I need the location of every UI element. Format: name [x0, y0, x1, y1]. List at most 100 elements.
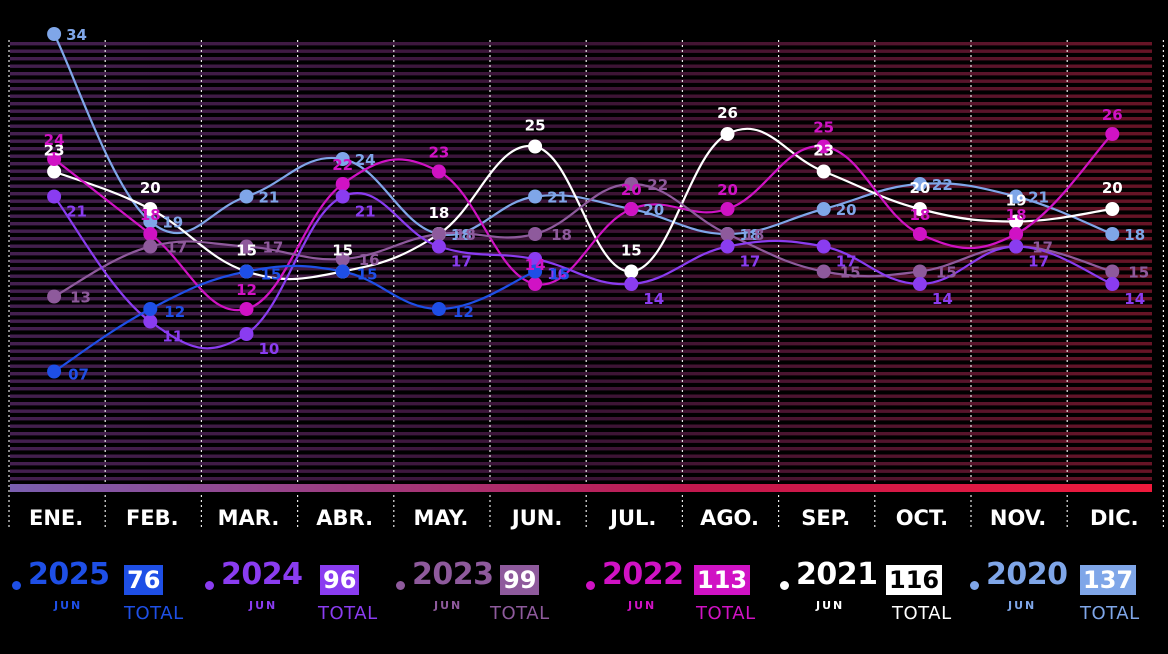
data-label-2020: 19 — [162, 214, 183, 232]
data-label-2020: 18 — [451, 226, 472, 244]
point-2023 — [816, 264, 831, 279]
legend-total-label: TOTAL — [490, 603, 550, 624]
data-label-2020: 18 — [740, 226, 761, 244]
point-2020 — [335, 152, 350, 166]
stripe — [10, 379, 1152, 383]
stripe — [10, 79, 1152, 83]
data-label-2021: 15 — [621, 242, 642, 260]
point-2025 — [335, 264, 350, 279]
stripe — [10, 237, 1152, 241]
x-tick-label: MAY. — [413, 506, 468, 530]
stripe — [10, 364, 1152, 368]
data-label-2020: 20 — [836, 201, 857, 219]
data-label-2020: 34 — [66, 26, 87, 44]
legend-sub: JUN — [816, 599, 845, 612]
stripe — [10, 327, 1152, 331]
point-2024 — [720, 239, 735, 254]
point-2024 — [1105, 277, 1120, 291]
point-2023 — [528, 227, 543, 241]
data-label-2021: 25 — [525, 117, 546, 135]
legend: 2025 JUN 76 TOTAL 2024 JUN 96 TOTAL 2023… — [0, 555, 1168, 645]
point-2025 — [47, 364, 62, 379]
stripe — [10, 282, 1152, 286]
vertical-gridlines — [8, 40, 1165, 530]
point-2022 — [431, 164, 446, 179]
data-label-2025: 15 — [357, 266, 378, 284]
legend-total-value: 76 — [124, 565, 164, 595]
point-2020 — [528, 189, 543, 204]
stripe — [10, 177, 1152, 181]
point-2020 — [912, 177, 927, 191]
stripe — [10, 372, 1152, 376]
stripe — [10, 169, 1152, 173]
legend-dot — [780, 581, 789, 590]
point-2024 — [1009, 239, 1024, 254]
stripe — [10, 319, 1152, 323]
x-tick-label: AGO. — [700, 506, 759, 530]
data-label-2020: 24 — [355, 151, 376, 169]
point-2024 — [624, 277, 639, 291]
point-2022 — [528, 277, 543, 291]
x-axis-labels: ENE. FEB. MAR. ABR. MAY. JUN. JUL. AGO. SEP. OCT.… — [29, 506, 1139, 530]
stripe — [10, 184, 1152, 188]
x-tick-label: ABR. — [316, 506, 373, 530]
stripe — [10, 199, 1152, 203]
data-label-2022: 20 — [717, 181, 738, 199]
data-label-2021: 26 — [717, 104, 738, 122]
legend-total-label: TOTAL — [696, 603, 756, 624]
point-2021 — [816, 164, 831, 179]
legend-year: 2024 — [221, 557, 303, 592]
data-label-2024: 14 — [932, 290, 953, 308]
point-2022 — [143, 227, 158, 241]
legend-sub: JUN — [249, 599, 278, 612]
data-label-2021: 15 — [332, 242, 353, 260]
legend-dot — [205, 581, 214, 590]
point-2020 — [239, 189, 254, 204]
x-tick-label: FEB. — [126, 506, 179, 530]
point-2024 — [912, 277, 927, 291]
data-label-2022: 26 — [1102, 106, 1123, 124]
stripe — [10, 342, 1152, 346]
legend-total-value: 99 — [500, 565, 540, 595]
data-label-2023: 13 — [70, 289, 91, 307]
legend-total-value: 113 — [694, 565, 751, 595]
data-label-2021: 23 — [44, 142, 65, 160]
stripe — [10, 49, 1152, 53]
point-2021 — [624, 264, 639, 279]
point-2024 — [143, 314, 158, 329]
stripe — [10, 387, 1152, 391]
stripe — [10, 192, 1152, 196]
data-label-2024: 16 — [547, 265, 568, 283]
data-label-2022: 20 — [621, 181, 642, 199]
point-2021 — [528, 139, 543, 154]
point-2022 — [239, 302, 254, 316]
point-2021 — [143, 202, 158, 216]
stripe — [10, 64, 1152, 68]
stripe — [10, 117, 1152, 121]
data-label-2021: 20 — [1102, 179, 1123, 197]
legend-year: 2022 — [602, 557, 684, 592]
data-label-2023: 17 — [1032, 239, 1053, 257]
point-2022 — [912, 227, 927, 241]
point-2020 — [47, 27, 62, 41]
data-label-2024: 21 — [355, 203, 376, 221]
data-label-2025: 12 — [453, 303, 474, 321]
stripe — [10, 424, 1152, 428]
data-label-2020: 21 — [547, 189, 568, 207]
stripe — [10, 274, 1152, 278]
stripe — [10, 304, 1152, 308]
stripe — [10, 289, 1152, 293]
stripe — [10, 312, 1152, 316]
legend-total-label: TOTAL — [1080, 603, 1140, 624]
data-label-2023: 18 — [551, 226, 572, 244]
legend-year: 2023 — [412, 557, 494, 592]
legend-year: 2020 — [986, 557, 1068, 592]
point-2022 — [624, 202, 639, 216]
point-2022 — [335, 177, 350, 191]
data-label-2023: 15 — [840, 264, 861, 282]
x-tick-label: JUN. — [510, 506, 562, 530]
point-2020 — [816, 202, 831, 216]
stripe — [10, 139, 1152, 143]
point-2020 — [143, 214, 158, 229]
